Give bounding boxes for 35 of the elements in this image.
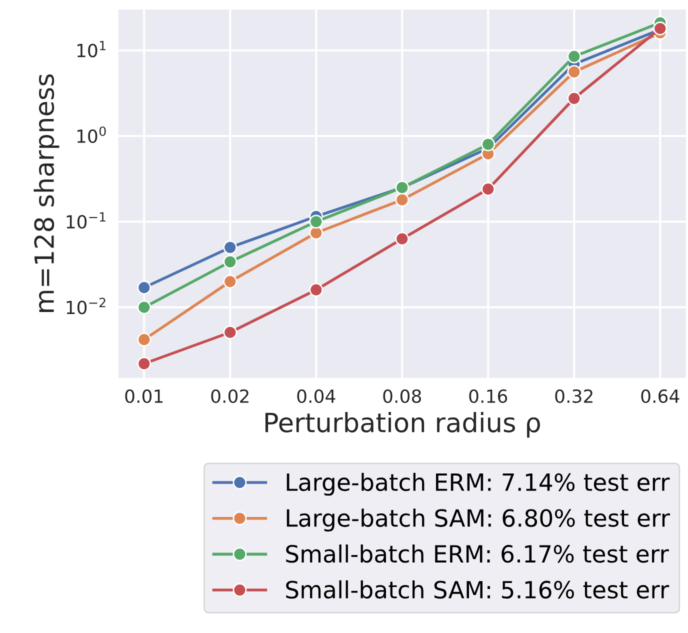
legend-label: Small-batch SAM: 5.16% test err — [286, 580, 670, 599]
point — [481, 182, 496, 196]
x-tick-label: 0.01 — [125, 389, 163, 403]
y-tick-label: 10$^{−1}$ — [66, 212, 106, 229]
point — [395, 232, 410, 246]
legend-label: Large-batch SAM: 6.80% test err — [286, 508, 670, 532]
y-tick-label: 10$^{1}$ — [77, 40, 106, 58]
point — [481, 137, 496, 152]
legend-label: Small-batch ERM: 6.17% test err — [286, 544, 669, 563]
x-tick-label: 0.04 — [297, 389, 336, 403]
legend-label: Large-batch ERM: 7.14% test err — [286, 472, 670, 496]
x-tick-label: 0.02 — [211, 389, 248, 403]
point — [137, 300, 152, 314]
x-tick-label: 0.64 — [641, 389, 680, 403]
point — [567, 91, 582, 106]
x-tick-label: 0.08 — [383, 389, 421, 403]
y-tick-label: 10$^{−2}$ — [66, 298, 106, 314]
point — [137, 332, 152, 347]
x-axis-title: Perturbation radius ρ — [265, 412, 540, 438]
x-tick-label: 0.16 — [469, 389, 508, 403]
y-axis-title: m=128 sharpness — [34, 74, 60, 312]
point — [309, 214, 324, 229]
point — [223, 325, 238, 340]
point — [223, 254, 238, 269]
point — [395, 192, 410, 207]
point — [223, 240, 238, 254]
x-tick-label: 0.32 — [555, 389, 592, 403]
point — [137, 280, 152, 295]
point — [223, 274, 238, 288]
point — [567, 64, 582, 79]
point — [137, 356, 152, 371]
point — [309, 226, 324, 240]
y-tick-label: 10$^{0}$ — [77, 126, 106, 143]
point — [309, 282, 324, 297]
point — [567, 49, 582, 64]
